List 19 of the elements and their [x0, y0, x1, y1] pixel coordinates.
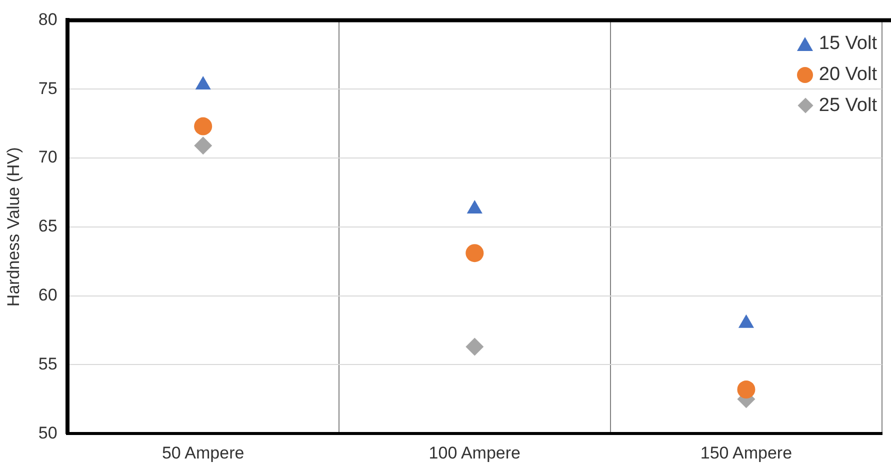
- y-tick-label: 65: [38, 216, 58, 236]
- legend-label: 15 Volt: [818, 32, 877, 54]
- x-tick-label: 100 Ampere: [428, 443, 520, 462]
- x-tick-label: 50 Ampere: [162, 443, 244, 462]
- point: [194, 117, 212, 136]
- point: [194, 136, 212, 155]
- x-tick-label: 150 Ampere: [700, 443, 792, 462]
- y-tick-label: 55: [38, 354, 58, 374]
- y-tick-label: 80: [38, 10, 58, 29]
- y-tick-label: 50: [38, 423, 58, 442]
- point: [466, 338, 484, 356]
- legend-label: 25 Volt: [818, 94, 877, 116]
- point: [737, 380, 756, 399]
- y-tick-label: 60: [38, 285, 58, 304]
- point: [466, 244, 484, 262]
- y-tick-label: 70: [38, 148, 58, 167]
- legend-label: 20 Volt: [818, 64, 877, 86]
- y-axis-title: Hardness Value (HV): [4, 147, 23, 307]
- y-tick-label: 75: [38, 78, 58, 98]
